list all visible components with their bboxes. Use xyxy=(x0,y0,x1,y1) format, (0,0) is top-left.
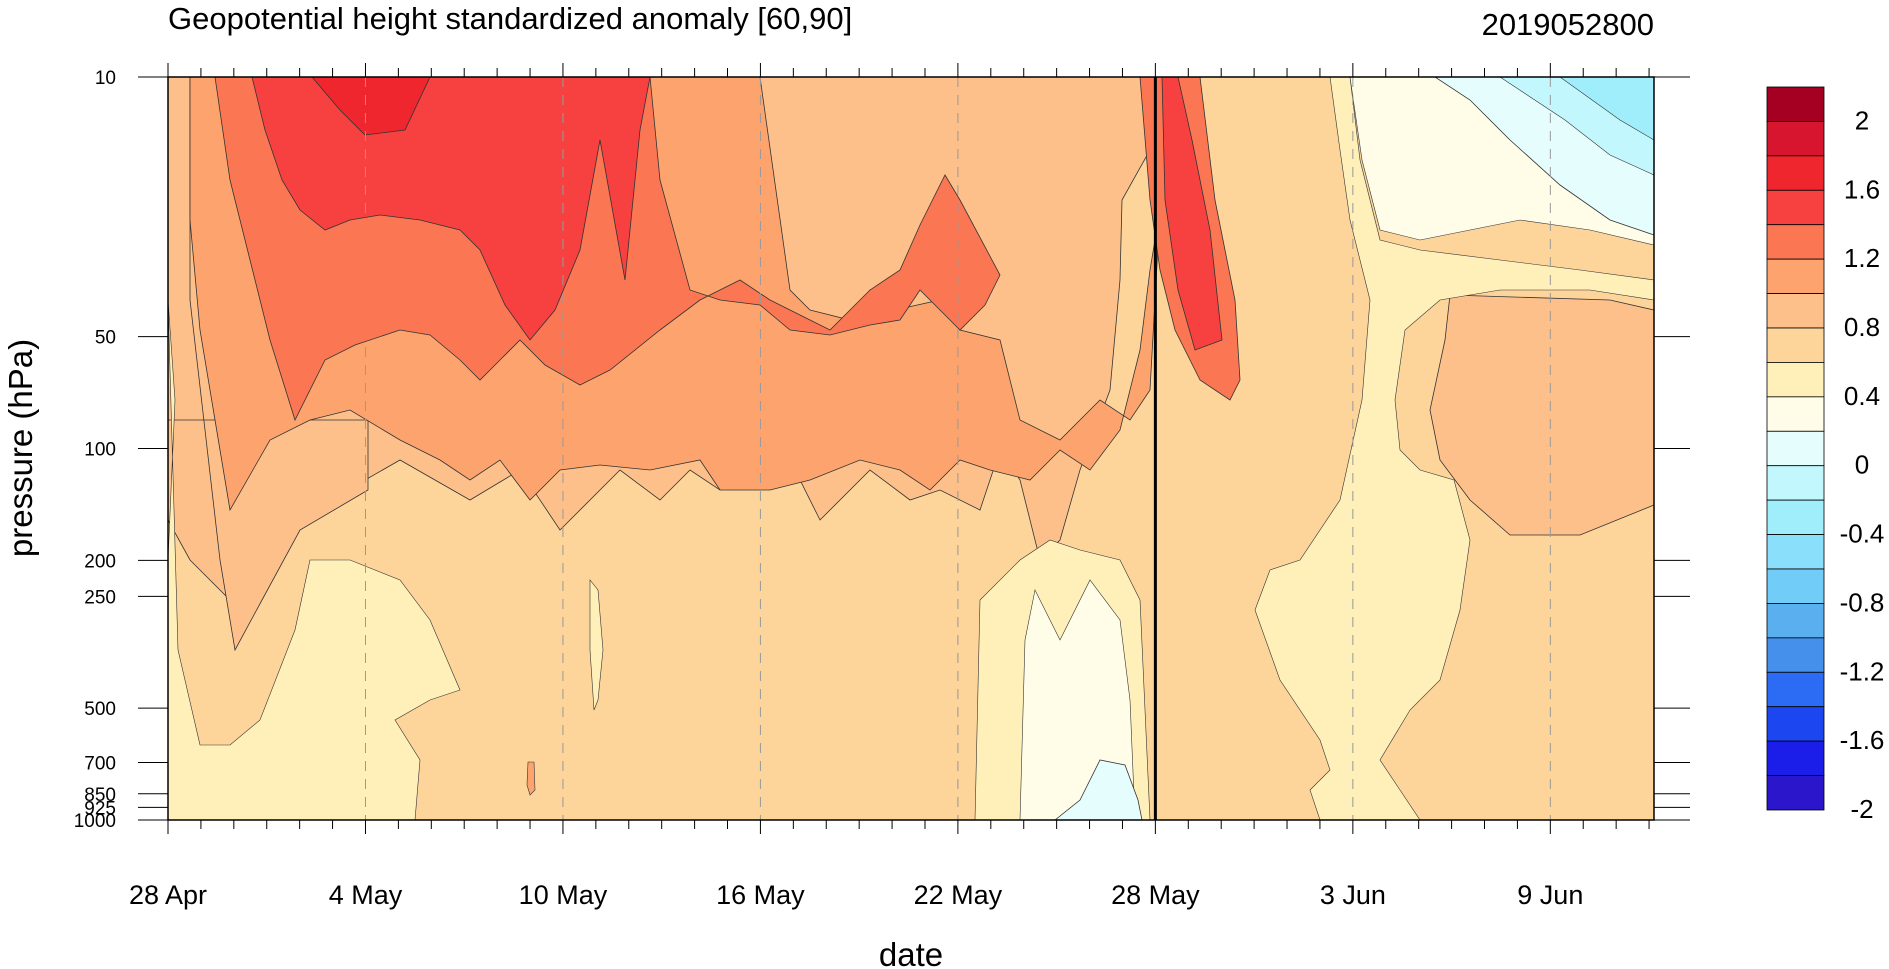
colorbar: 2 1.6 1.2 0.8 0.4 0 -0.4 -0.8 -1.2 -1.6 -2 xyxy=(1766,86,1885,824)
colorbar-swatch xyxy=(1766,121,1825,157)
y-tick-label: 50 xyxy=(95,328,116,349)
colorbar-swatch xyxy=(1766,155,1825,191)
y-tick-label: 1000 xyxy=(74,811,116,832)
x-tick-label: 10 May xyxy=(519,880,608,910)
colorbar-swatch xyxy=(1766,603,1825,639)
colorbar-swatch xyxy=(1766,327,1825,363)
colorbar-tick-label: -0.4 xyxy=(1840,519,1885,549)
contour-fill-1.7 xyxy=(311,77,431,136)
y-tick-label: 100 xyxy=(84,440,116,461)
contour-fill-0.9-june xyxy=(1429,294,1654,536)
colorbar-swatch xyxy=(1766,568,1825,604)
colorbar-swatch xyxy=(1766,706,1825,742)
colorbar-swatch xyxy=(1766,465,1825,501)
colorbar-tick-label: 1.6 xyxy=(1844,174,1880,204)
x-tick-label: 16 May xyxy=(716,880,805,910)
x-tick-label: 9 Jun xyxy=(1517,880,1583,910)
contour-fill-neg0.1-late-may xyxy=(1054,759,1143,820)
colorbar-swatch xyxy=(1766,430,1825,467)
colorbar-swatch xyxy=(1766,740,1825,776)
y-tick-label: 925 xyxy=(84,798,116,819)
colorbar-swatch xyxy=(1766,86,1825,122)
colorbar-swatch xyxy=(1766,534,1825,570)
contour-fill-0.1-late-may xyxy=(1019,579,1136,820)
x-tick-label: 4 May xyxy=(329,880,403,910)
x-tick-label: 3 Jun xyxy=(1320,880,1386,910)
colorbar-swatch xyxy=(1766,189,1825,226)
x-axis-label: date xyxy=(879,936,943,969)
y-tick-label: 700 xyxy=(84,753,116,774)
x-tick-label: 28 May xyxy=(1111,880,1200,910)
colorbar-swatch xyxy=(1766,258,1825,294)
contour-fill-neg0.5-june xyxy=(1559,77,1654,141)
colorbar-tick-label: 2 xyxy=(1855,105,1869,135)
colorbar-swatch xyxy=(1766,775,1825,811)
colorbar-tick-label: -1.6 xyxy=(1840,725,1885,755)
date-stamp: 2019052800 xyxy=(1482,7,1654,42)
x-tick-label: 22 May xyxy=(914,880,1003,910)
chart-title: Geopotential height standardized anomaly… xyxy=(168,1,852,36)
colorbar-tick-label: -1.2 xyxy=(1840,656,1885,686)
colorbar-tick-label: 1.2 xyxy=(1844,243,1880,273)
colorbar-tick-label: -2 xyxy=(1850,794,1873,824)
contour-fill-1.5-late-may xyxy=(1161,77,1223,351)
colorbar-tick-label: -0.8 xyxy=(1840,587,1885,617)
contour-fill-small-blob xyxy=(526,761,536,796)
colorbar-swatch xyxy=(1766,637,1825,673)
y-tick-label: 500 xyxy=(84,699,116,720)
colorbar-swatch xyxy=(1766,499,1825,535)
contour-fill-0.5-lower xyxy=(168,299,461,820)
y-axis-label: pressure (hPa) xyxy=(2,339,39,557)
x-tick-label: 28 Apr xyxy=(129,880,207,910)
y-tick-label: 10 xyxy=(95,68,116,89)
contour-fill-1.5 xyxy=(251,77,651,341)
contour-fill-0.5-june xyxy=(1254,77,1654,820)
contour-fill-0.9-left xyxy=(168,77,369,652)
x-axis: 28 Apr 4 May 10 May 16 May 22 May 28 May 3 Jun… xyxy=(129,63,1650,910)
colorbar-swatch xyxy=(1766,362,1825,398)
contour-field xyxy=(168,77,1654,820)
colorbar-tick-label: 0.8 xyxy=(1844,312,1880,342)
colorbar-swatch xyxy=(1766,224,1825,260)
contour-fill-0.5-sliver xyxy=(589,579,604,711)
y-tick-label: 850 xyxy=(84,785,116,806)
colorbar-swatch xyxy=(1766,396,1825,432)
y-tick-label: 250 xyxy=(84,587,116,608)
colorbar-swatch xyxy=(1766,293,1825,329)
colorbar-swatch xyxy=(1766,671,1825,708)
y-tick-label: 200 xyxy=(84,551,116,572)
colorbar-tick-label: 0 xyxy=(1855,450,1869,480)
colorbar-tick-label: 0.4 xyxy=(1844,381,1880,411)
